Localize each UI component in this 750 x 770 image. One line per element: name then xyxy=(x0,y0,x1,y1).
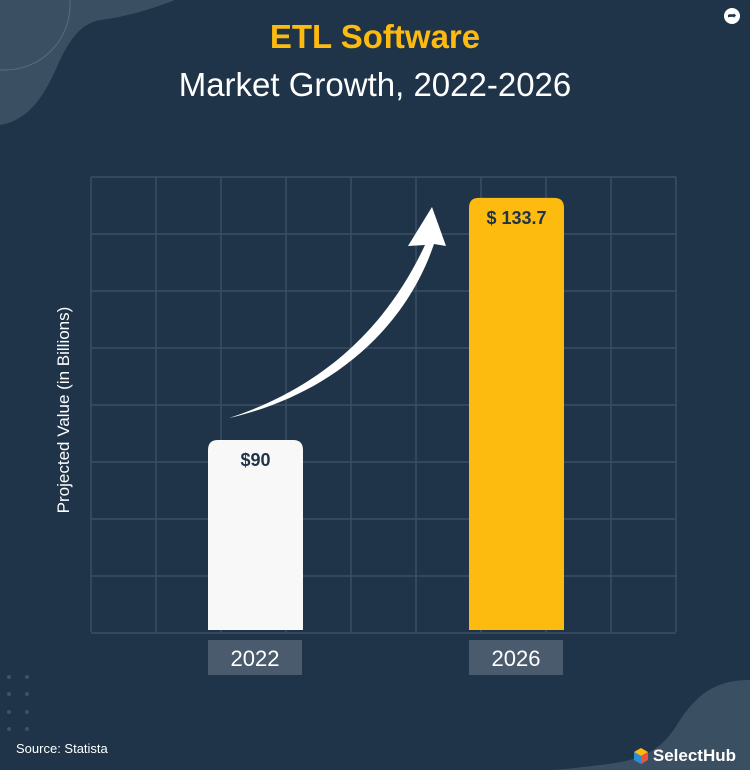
share-icon[interactable]: ➦ xyxy=(724,8,740,24)
x-tick-label-2026: 2026 xyxy=(469,640,563,675)
bottom-right-blob xyxy=(550,680,750,770)
data-label-2022: $90 xyxy=(240,450,270,470)
source-note: Source: Statista xyxy=(16,741,108,756)
bar-2026 xyxy=(469,197,564,630)
brand-name: SelectHub xyxy=(652,746,736,765)
logo-cube-icon xyxy=(633,748,648,764)
top-left-blob xyxy=(0,0,175,125)
selecthub-logo: SelectHub xyxy=(633,746,736,766)
chart-title: ETL Software xyxy=(269,18,481,55)
bar-chart: $90 $ 133.7 xyxy=(90,176,677,634)
data-label-2026: $ 133.7 xyxy=(486,208,546,228)
bar-2022 xyxy=(208,439,303,630)
top-left-ring xyxy=(0,0,71,71)
x-tick-label-2022: 2022 xyxy=(208,640,302,675)
growth-arrow xyxy=(229,207,446,418)
chart-subtitle: Market Growth, 2022-2026 xyxy=(178,66,572,103)
